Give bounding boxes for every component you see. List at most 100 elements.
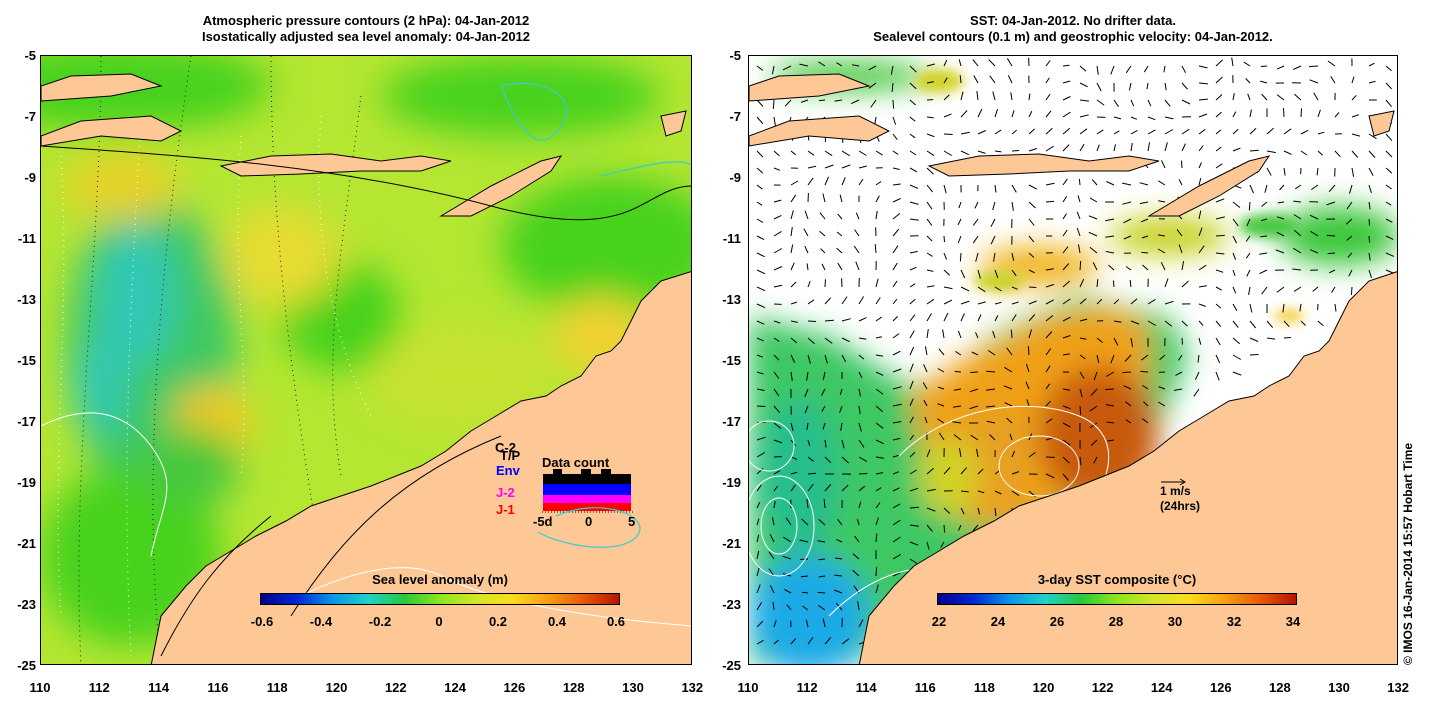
velocity-arrow (909, 346, 915, 356)
velocity-arrow (1158, 200, 1166, 203)
velocity-arrow (1159, 354, 1166, 361)
velocity-arrow (756, 218, 764, 223)
velocity-arrow (1198, 285, 1207, 288)
velocity-arrow (993, 252, 996, 262)
velocity-arrow (892, 197, 901, 203)
velocity-arrow (1232, 337, 1241, 345)
velocity-arrow (1122, 182, 1132, 186)
velocity-arrow (1123, 218, 1132, 224)
right-lon-tick-4: 118 (973, 680, 995, 695)
velocity-arrow (854, 229, 860, 237)
velocity-arrow (1215, 337, 1221, 346)
velocity-arrow (875, 566, 878, 577)
velocity-arrow (804, 405, 809, 414)
velocity-arrow (1215, 94, 1223, 101)
velocity-arrow (970, 434, 979, 441)
velocity-arrow (773, 500, 776, 509)
velocity-arrow (1147, 142, 1151, 152)
velocity-arrow (806, 371, 809, 381)
velocity-arrow (1011, 252, 1015, 261)
velocity-arrow (1249, 303, 1253, 313)
velocity-arrow (790, 180, 799, 186)
velocity-arrow (942, 329, 945, 339)
velocity-arrow (1232, 111, 1237, 118)
velocity-arrow (892, 213, 901, 220)
velocity-arrow (892, 333, 900, 339)
velocity-arrow (994, 286, 1002, 292)
velocity-arrow (1295, 184, 1302, 190)
velocity-arrow (1157, 234, 1166, 237)
velocity-arrow (824, 150, 833, 157)
velocity-arrow (909, 487, 919, 492)
velocity-arrow (926, 167, 934, 175)
velocity-arrow (773, 422, 782, 429)
sea-level-anomaly-map[interactable] (40, 55, 692, 665)
velocity-arrow (839, 405, 843, 413)
velocity-arrow (1045, 383, 1051, 390)
velocity-arrow (926, 449, 931, 458)
velocity-arrow (1125, 266, 1132, 271)
velocity-arrow (1093, 456, 1098, 464)
velocity-arrow (892, 280, 898, 288)
velocity-arrow (818, 99, 826, 102)
velocity-arrow (1045, 283, 1055, 288)
velocity-arrow (926, 63, 935, 67)
velocity-arrow (1385, 150, 1393, 158)
left-colorbar (260, 593, 620, 605)
velocity-arrow (807, 483, 814, 492)
copyright-text: © IMOS 16-Jan-2014 15:57 Hobart Time (1401, 442, 1415, 665)
velocity-arrow (1062, 196, 1068, 203)
velocity-arrow (994, 184, 997, 193)
velocity-arrow (806, 263, 809, 271)
velocity-arrow (803, 228, 809, 237)
velocity-arrow (1079, 354, 1086, 360)
velocity-arrow (1079, 318, 1088, 322)
velocity-arrow (1004, 402, 1013, 407)
velocity-arrow (807, 299, 815, 305)
velocity-arrow (1385, 99, 1392, 108)
velocity-arrow (875, 195, 880, 203)
velocity-arrow (1198, 210, 1202, 220)
velocity-arrow (824, 279, 826, 288)
velocity-arrow (1232, 235, 1238, 244)
right-lon-tick-5: 120 (1032, 680, 1055, 695)
velocity-arrow (977, 301, 986, 305)
velocity-arrow (892, 487, 900, 492)
velocity-arrow (1178, 179, 1183, 186)
velocity-arrow (1300, 129, 1309, 135)
velocity-arrow (1215, 76, 1223, 84)
velocity-arrow (1157, 248, 1166, 254)
velocity-arrow (960, 313, 965, 322)
velocity-arrow (841, 177, 846, 186)
velocity-arrow (1215, 198, 1225, 203)
velocity-arrow (1123, 235, 1132, 240)
velocity-arrow (1096, 354, 1100, 363)
velocity-arrow (1346, 201, 1353, 210)
velocity-arrow (1045, 400, 1051, 407)
velocity-arrow (1107, 439, 1115, 442)
velocity-arrow (1003, 385, 1013, 390)
velocity-arrow (909, 250, 918, 254)
velocity-arrow (1122, 201, 1132, 205)
velocity-arrow (756, 337, 764, 342)
velocity-arrow (1123, 385, 1132, 390)
velocity-arrow (858, 371, 863, 379)
velocity-arrow (955, 350, 962, 356)
right-lat-tick-6: -17 (722, 414, 741, 429)
velocity-arrow (909, 558, 918, 564)
velocity-arrow (1232, 303, 1238, 311)
velocity-arrow (1045, 315, 1054, 322)
left-lat-tick-10: -25 (17, 658, 36, 673)
velocity-arrow (1300, 150, 1308, 156)
velocity-arrow (773, 485, 778, 492)
velocity-arrow (1093, 371, 1098, 381)
white-contours (41, 412, 691, 627)
left-colorbar-tick-4: 0.2 (488, 614, 508, 629)
velocity-arrow (773, 470, 781, 475)
sst-map[interactable] (748, 55, 1398, 665)
velocity-arrow (994, 301, 1002, 305)
right-lon-tick-8: 126 (1209, 680, 1232, 695)
velocity-arrow (773, 337, 780, 342)
velocity-arrow (756, 518, 760, 526)
velocity-arrow (1110, 65, 1115, 75)
